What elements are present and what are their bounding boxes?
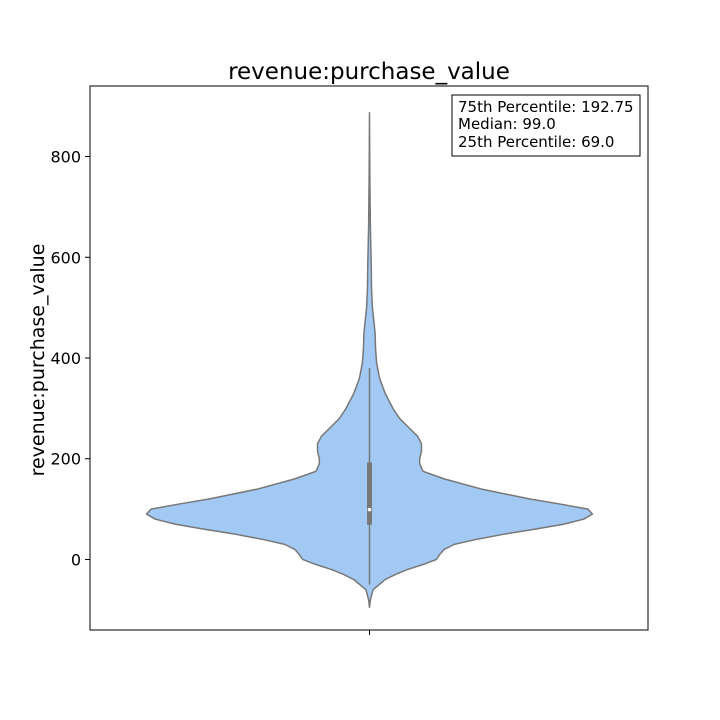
- y-tick-label: 200: [50, 450, 81, 469]
- annotation-box: 75th Percentile: 192.75 Median: 99.0 25t…: [451, 94, 641, 157]
- box-iqr: [367, 462, 372, 525]
- y-tick-label: 400: [50, 349, 81, 368]
- y-tick-label: 0: [71, 550, 81, 569]
- violin-body: [145, 111, 594, 609]
- annotation-median: Median: 99.0: [458, 115, 556, 133]
- y-axis-label: revenue:purchase_value: [27, 244, 49, 477]
- annotation-q3: 75th Percentile: 192.75: [458, 98, 634, 116]
- y-axis: 0 200 400 600 800: [50, 148, 90, 569]
- y-tick-label: 600: [50, 248, 81, 267]
- y-tick-label: 800: [50, 148, 81, 167]
- annotation-q1: 25th Percentile: 69.0: [458, 133, 614, 151]
- plot-area: [145, 111, 594, 609]
- median-marker: [367, 507, 372, 512]
- annotation-frame: [451, 94, 641, 157]
- chart-title: revenue:purchase_value: [228, 59, 510, 85]
